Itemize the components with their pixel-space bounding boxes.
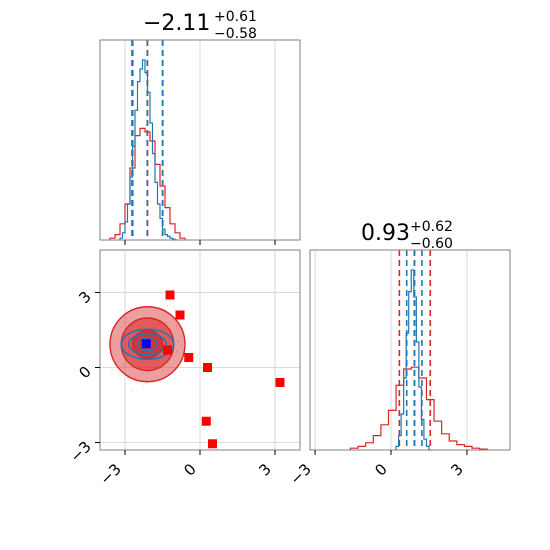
sample-point — [129, 364, 131, 367]
blue-histogram — [119, 59, 178, 241]
sample-point — [126, 377, 129, 380]
sample-point — [118, 335, 121, 338]
sample-point — [113, 348, 115, 351]
title-top-left: −2.11 — [143, 11, 210, 36]
sample-point — [145, 382, 148, 384]
x-tick-label-2: 3 — [255, 460, 274, 479]
sample-point — [120, 326, 122, 329]
sample-point — [180, 344, 183, 347]
sample-point — [176, 324, 179, 326]
sample-point — [150, 379, 153, 382]
red-square-marker-2 — [163, 345, 172, 355]
sample-point — [148, 371, 151, 373]
sample-point — [167, 369, 169, 371]
blue-square-marker — [141, 339, 151, 349]
red-square-marker-4 — [203, 363, 212, 372]
x-tick-label-1: 0 — [371, 460, 390, 479]
sample-point — [131, 389, 134, 392]
title-top-left-sub: −0.58 — [214, 26, 257, 42]
sample-point — [181, 351, 184, 353]
title-bottom-right-sup: +0.62 — [410, 219, 453, 235]
sample-point — [115, 361, 118, 363]
x-tick-label-2: 3 — [447, 460, 466, 479]
sample-point — [175, 325, 178, 328]
y-tick-label-1: 0 — [75, 363, 94, 382]
title-bottom-right: 0.93 — [361, 221, 410, 246]
x-tick-label-0: −3 — [96, 460, 124, 488]
sample-point — [110, 368, 113, 371]
bottom-left-scatter-panel: −3 0 3 −3 0 3 — [66, 249, 301, 488]
sample-point — [162, 369, 164, 372]
svg-text:+0.61 −0.58: +0.61 −0.58 — [214, 9, 261, 42]
y-tick-label-2: 3 — [75, 288, 94, 307]
y-tick-label-0: −3 — [66, 438, 94, 466]
sample-point — [119, 374, 122, 377]
blue-contour-2 — [136, 337, 159, 352]
sample-point — [172, 305, 175, 308]
sample-point — [164, 321, 167, 324]
sample-point — [175, 350, 178, 352]
x-tick-label-1: 0 — [180, 460, 199, 479]
sample-point — [166, 305, 169, 307]
sample-point — [126, 362, 128, 365]
top-left-histogram-panel — [99, 39, 301, 245]
sample-point — [177, 340, 180, 343]
sample-point — [179, 336, 182, 338]
blue-contour-0 — [120, 328, 175, 361]
sample-point — [142, 385, 145, 387]
red-square-marker-0 — [165, 290, 175, 300]
title-bottom-right-sub: −0.60 — [410, 236, 453, 252]
axes-frame — [309, 249, 511, 451]
bottom-right-histogram-panel: −3 0 3 — [287, 249, 511, 488]
red-square-marker-7 — [208, 439, 217, 449]
red-square-marker-5 — [275, 378, 285, 387]
sample-point — [122, 363, 125, 366]
x-tick-label-0: −3 — [287, 460, 315, 488]
red-square-marker-6 — [201, 416, 211, 426]
svg-text:+0.62 −0.60: +0.62 −0.60 — [410, 219, 457, 252]
blue-contour-1 — [127, 332, 168, 356]
red-square-marker-3 — [184, 353, 194, 362]
sample-point — [134, 376, 137, 379]
title-top-left-sup: +0.61 — [214, 9, 257, 25]
red-square-marker-1 — [175, 310, 185, 320]
